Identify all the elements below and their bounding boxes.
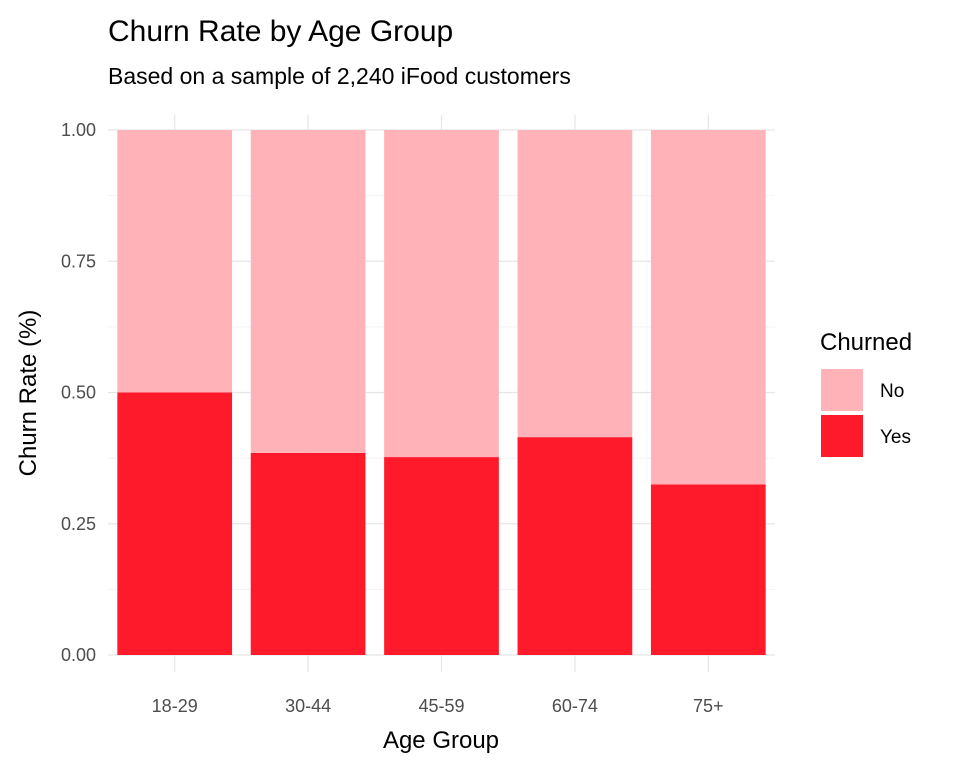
legend-label-no: No	[880, 381, 904, 402]
bar-no-18-29	[117, 130, 233, 393]
bar-yes-18-29	[117, 392, 233, 655]
x-tick-label: 75+	[693, 696, 724, 716]
y-tick-label: 0.75	[61, 251, 96, 271]
x-tick-label: 45-59	[418, 696, 464, 716]
legend-title: Churned	[820, 329, 912, 356]
x-tick-label: 18-29	[152, 696, 198, 716]
legend-label-yes: Yes	[880, 427, 911, 448]
bar-no-45-59	[384, 130, 499, 458]
bar-yes-30-44	[250, 452, 366, 655]
bar-yes-75+	[650, 484, 766, 655]
bar-yes-45-59	[384, 457, 499, 655]
legend-items: No Yes	[821, 369, 911, 457]
chart-title: Churn Rate by Age Group	[108, 15, 453, 48]
y-tick-label: 0.25	[61, 514, 96, 534]
legend: Churned No Yes	[820, 329, 912, 457]
y-axis-title: Churn Rate (%)	[15, 310, 42, 477]
bar-no-60-74	[517, 130, 633, 438]
y-tick-label: 1.00	[61, 120, 96, 140]
legend-swatch-yes	[821, 415, 863, 457]
x-axis-title: Age Group	[383, 727, 499, 754]
y-tick-label: 0.00	[61, 645, 96, 665]
bar-no-75+	[650, 130, 766, 485]
x-tick-label: 30-44	[285, 696, 331, 716]
legend-swatch-no	[821, 369, 863, 411]
x-tick-label: 60-74	[552, 696, 598, 716]
chart-subtitle: Based on a sample of 2,240 iFood custome…	[108, 63, 571, 89]
y-tick-label: 0.50	[61, 383, 96, 403]
y-axis-ticks: 0.00 0.25 0.50 0.75 1.00	[61, 120, 96, 665]
x-axis-ticks: 18-29 30-44 45-59 60-74 75+	[152, 696, 724, 716]
bar-yes-60-74	[517, 437, 633, 655]
bar-no-30-44	[250, 130, 366, 453]
bars	[117, 130, 766, 655]
